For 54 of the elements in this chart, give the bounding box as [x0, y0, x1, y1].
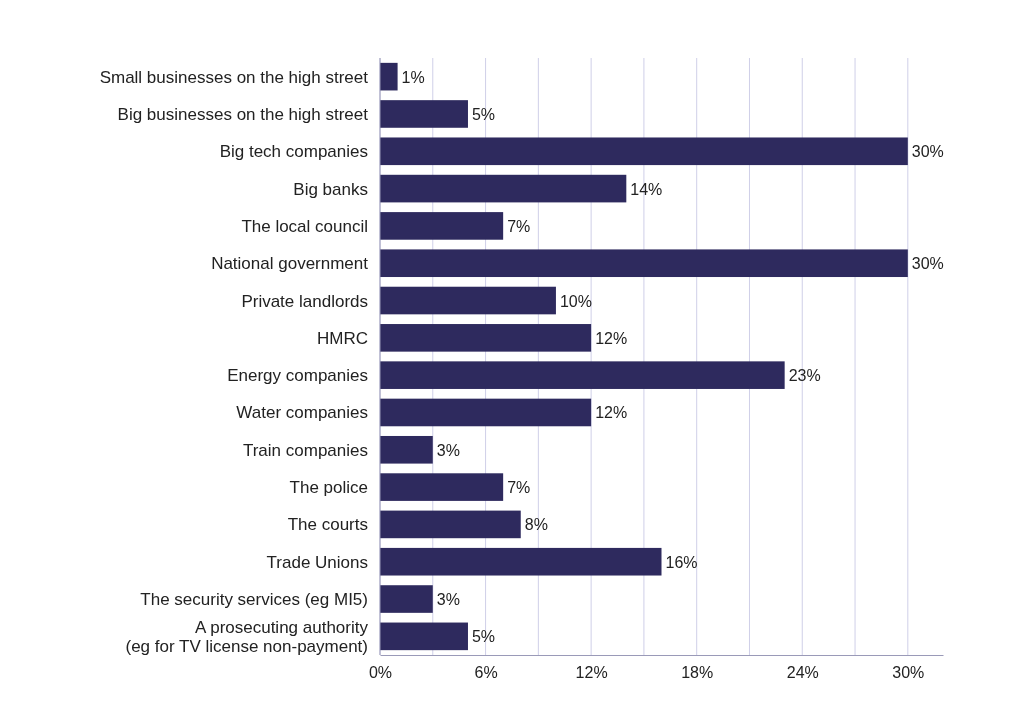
y-tick-label: Big tech companies — [219, 142, 368, 162]
data-label: 10% — [559, 292, 592, 310]
y-tick-label: Big businesses on the high street — [117, 104, 369, 124]
y-tick-label: The courts — [287, 515, 368, 535]
y-tick-label: Trade Unions — [266, 552, 368, 572]
bar — [380, 212, 504, 240]
bar — [380, 361, 785, 389]
bar — [380, 622, 468, 651]
y-tick-label: Water companies — [236, 403, 368, 423]
data-label: 8% — [524, 516, 548, 534]
bar — [380, 473, 504, 501]
data-label: 3% — [436, 441, 460, 459]
data-label: 3% — [436, 591, 460, 609]
data-label: 5% — [471, 628, 496, 646]
bar — [380, 398, 592, 427]
y-tick-label: Big banks — [293, 179, 368, 199]
x-tick-label: 0% — [368, 664, 393, 682]
y-tick-label: The security services (eg MI5) — [140, 590, 368, 610]
x-tick-label: 18% — [681, 664, 714, 682]
y-tick-label: Small businesses on the high street — [99, 67, 369, 87]
y-tick-label: A prosecuting authority (eg for TV license non-payment) — [125, 617, 369, 656]
bar — [380, 585, 433, 613]
y-tick-label: Train companies — [242, 440, 368, 460]
data-label: 14% — [630, 180, 663, 198]
x-tick-label: 24% — [786, 664, 819, 682]
bar — [380, 324, 592, 352]
y-tick-label: National government — [211, 254, 369, 274]
data-label: 30% — [911, 255, 944, 273]
data-label: 12% — [595, 404, 628, 422]
data-label: 7% — [507, 217, 531, 235]
data-label: 23% — [788, 367, 821, 385]
bar — [380, 286, 556, 315]
bar — [380, 137, 908, 166]
data-label: 12% — [595, 329, 628, 347]
y-tick-label: Private landlords — [241, 291, 368, 311]
bar — [380, 510, 521, 539]
x-tick-label: 6% — [474, 664, 498, 682]
x-tick-label: 30% — [892, 664, 925, 682]
bar — [380, 174, 627, 203]
bar — [380, 547, 662, 576]
data-label: 7% — [507, 479, 531, 497]
bar — [380, 62, 398, 91]
x-tick-label: 12% — [575, 664, 608, 682]
data-label: 5% — [471, 105, 496, 123]
bar — [380, 100, 468, 128]
data-label: 16% — [665, 553, 698, 571]
data-label: 1% — [401, 68, 425, 86]
y-tick-label: The local council — [241, 216, 368, 236]
y-tick-label: The police — [289, 478, 368, 498]
data-label: 30% — [911, 143, 944, 161]
bar — [380, 435, 433, 464]
y-tick-label: HMRC — [317, 328, 368, 348]
bar — [380, 249, 908, 278]
y-tick-label: Energy companies — [227, 366, 368, 386]
